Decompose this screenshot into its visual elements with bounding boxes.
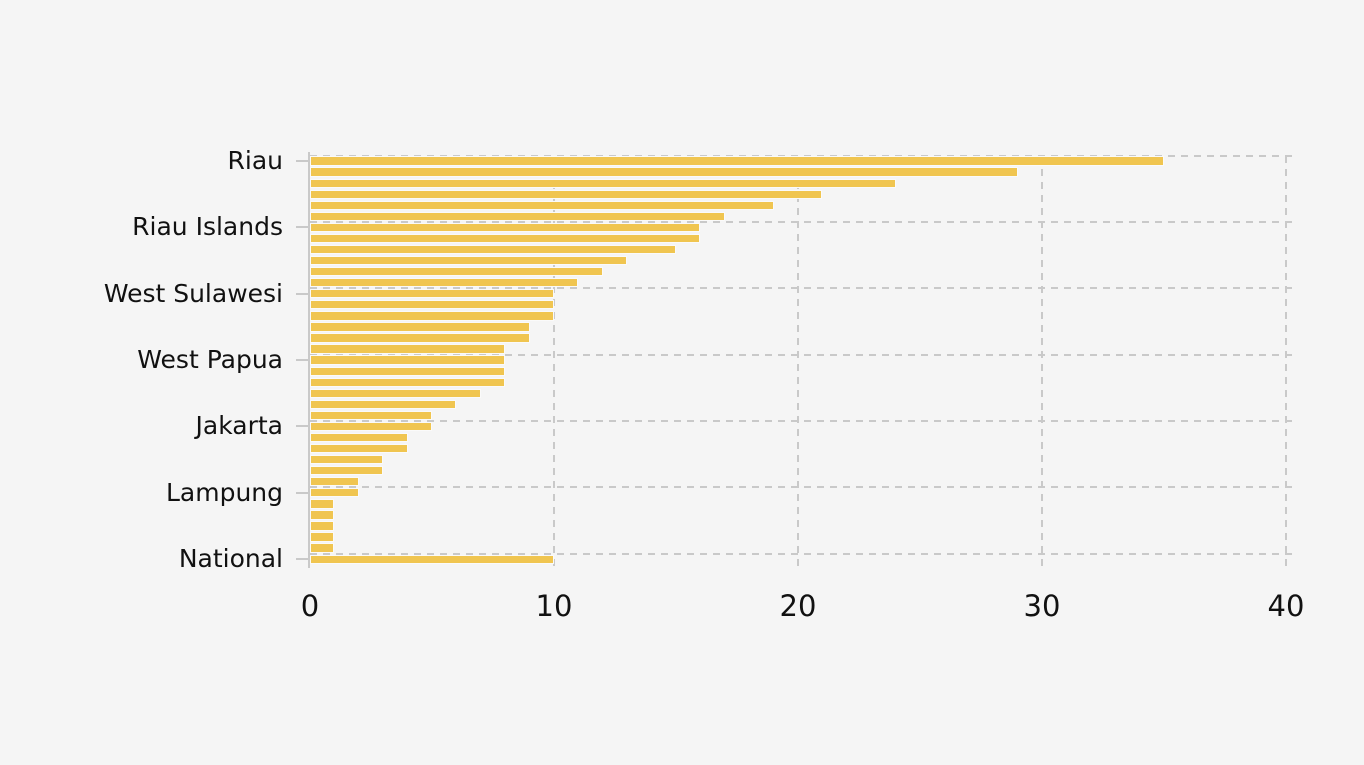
h-gridline xyxy=(310,154,1292,157)
bar xyxy=(310,521,335,531)
bar xyxy=(310,156,1164,166)
v-gridline xyxy=(1041,155,1043,567)
bar xyxy=(310,178,896,188)
y-tick xyxy=(296,359,309,362)
h-gridline xyxy=(310,220,1292,223)
bar xyxy=(310,366,506,376)
bar xyxy=(310,477,359,487)
bar xyxy=(310,432,408,443)
bar xyxy=(310,222,701,233)
v-gridline xyxy=(553,155,555,567)
x-axis-label: 20 xyxy=(779,589,817,623)
bar xyxy=(310,532,335,542)
bar xyxy=(310,510,335,520)
y-axis-label: Riau Islands xyxy=(132,212,283,242)
bar xyxy=(310,266,603,277)
bar xyxy=(310,454,384,465)
bar xyxy=(310,200,774,210)
y-axis-label: Riau xyxy=(227,146,283,176)
bar xyxy=(310,543,335,553)
bar xyxy=(310,322,530,332)
y-axis-label: Jakarta xyxy=(195,411,283,441)
y-axis-label: National xyxy=(178,544,283,574)
y-axis-label: West Papua xyxy=(137,345,283,375)
bar xyxy=(310,554,554,564)
bar xyxy=(310,211,725,221)
h-gridline xyxy=(310,353,1292,356)
bar xyxy=(310,466,384,476)
v-gridline xyxy=(797,155,799,567)
bar xyxy=(310,333,530,343)
h-gridline xyxy=(310,486,1292,489)
y-axis-spine xyxy=(308,152,310,569)
bar xyxy=(310,255,628,266)
bar xyxy=(310,289,554,299)
v-gridline xyxy=(1285,155,1287,567)
x-axis-label: 0 xyxy=(300,589,320,623)
h-gridline xyxy=(310,419,1292,422)
bar xyxy=(310,300,554,310)
bar xyxy=(310,344,506,354)
bar xyxy=(310,399,457,409)
bar xyxy=(310,410,432,421)
y-tick xyxy=(296,160,309,163)
bar xyxy=(310,443,408,454)
h-gridline xyxy=(310,552,1292,555)
h-gridline xyxy=(310,287,1292,290)
y-tick xyxy=(296,425,309,428)
y-tick xyxy=(296,292,309,295)
bar xyxy=(310,167,1018,177)
x-axis-label: 10 xyxy=(535,589,573,623)
bar xyxy=(310,278,579,288)
x-axis-label: 40 xyxy=(1267,589,1305,623)
y-tick xyxy=(296,226,309,229)
bar xyxy=(310,499,335,509)
bar xyxy=(310,377,506,387)
y-axis-label: Lampung xyxy=(165,477,283,507)
bar xyxy=(310,488,359,498)
bar xyxy=(310,355,506,365)
y-tick xyxy=(296,491,309,494)
bar xyxy=(310,189,823,199)
bar xyxy=(310,388,481,398)
bar xyxy=(310,244,676,255)
y-axis-label: West Sulawesi xyxy=(103,278,283,308)
bar xyxy=(310,421,432,432)
bar xyxy=(310,233,701,244)
x-axis-label: 30 xyxy=(1023,589,1061,623)
y-tick xyxy=(296,558,309,561)
bar xyxy=(310,311,554,321)
